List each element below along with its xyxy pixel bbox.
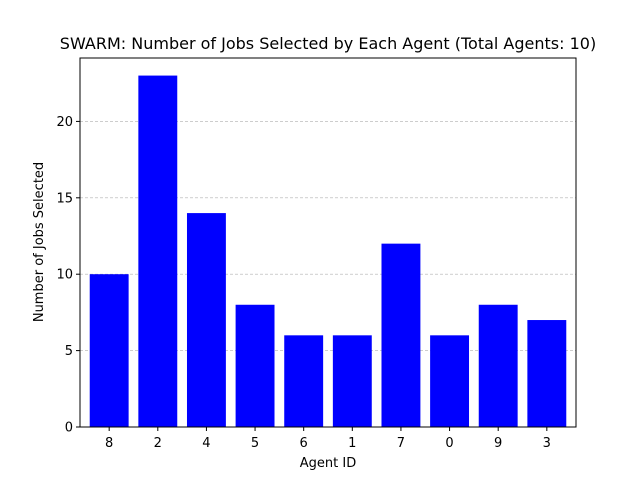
y-axis-ticks: 0 5 10 15 20 (56, 115, 80, 436)
plot-frame (79, 57, 577, 428)
y-tick-label: 5 (65, 344, 73, 359)
x-axis-label: Agent ID (300, 456, 356, 471)
y-tick-label: 10 (56, 268, 73, 283)
y-tick-label: 20 (56, 115, 73, 130)
y-tick-label: 0 (65, 421, 73, 436)
bars (89, 75, 567, 428)
x-axis-ticks: 8 2 4 5 6 1 7 0 9 3 (105, 427, 551, 451)
x-tick-label: 8 (105, 436, 113, 451)
bar-agent-0 (430, 335, 470, 427)
bar-agent-1 (332, 335, 372, 427)
x-tick-label: 4 (202, 436, 210, 451)
x-tick-label: 3 (543, 436, 551, 451)
bar-agent-9 (478, 304, 518, 427)
bar-agent-2 (138, 75, 178, 428)
bar-agent-7 (381, 243, 421, 427)
chart-title: SWARM: Number of Jobs Selected by Each A… (60, 34, 596, 53)
bar-agent-6 (284, 335, 324, 427)
x-tick-label: 0 (445, 436, 453, 451)
bar-agent-5 (235, 304, 275, 427)
x-tick-label: 2 (154, 436, 162, 451)
x-tick-label: 9 (494, 436, 502, 451)
x-tick-label: 7 (397, 436, 405, 451)
bar-agent-3 (527, 320, 567, 427)
x-tick-label: 5 (251, 436, 259, 451)
x-tick-label: 1 (348, 436, 356, 451)
bar-agent-4 (186, 213, 226, 427)
y-axis-label: Number of Jobs Selected (32, 162, 47, 322)
bar-agent-8 (89, 274, 129, 427)
x-tick-label: 6 (300, 436, 308, 451)
y-tick-label: 15 (56, 191, 73, 206)
